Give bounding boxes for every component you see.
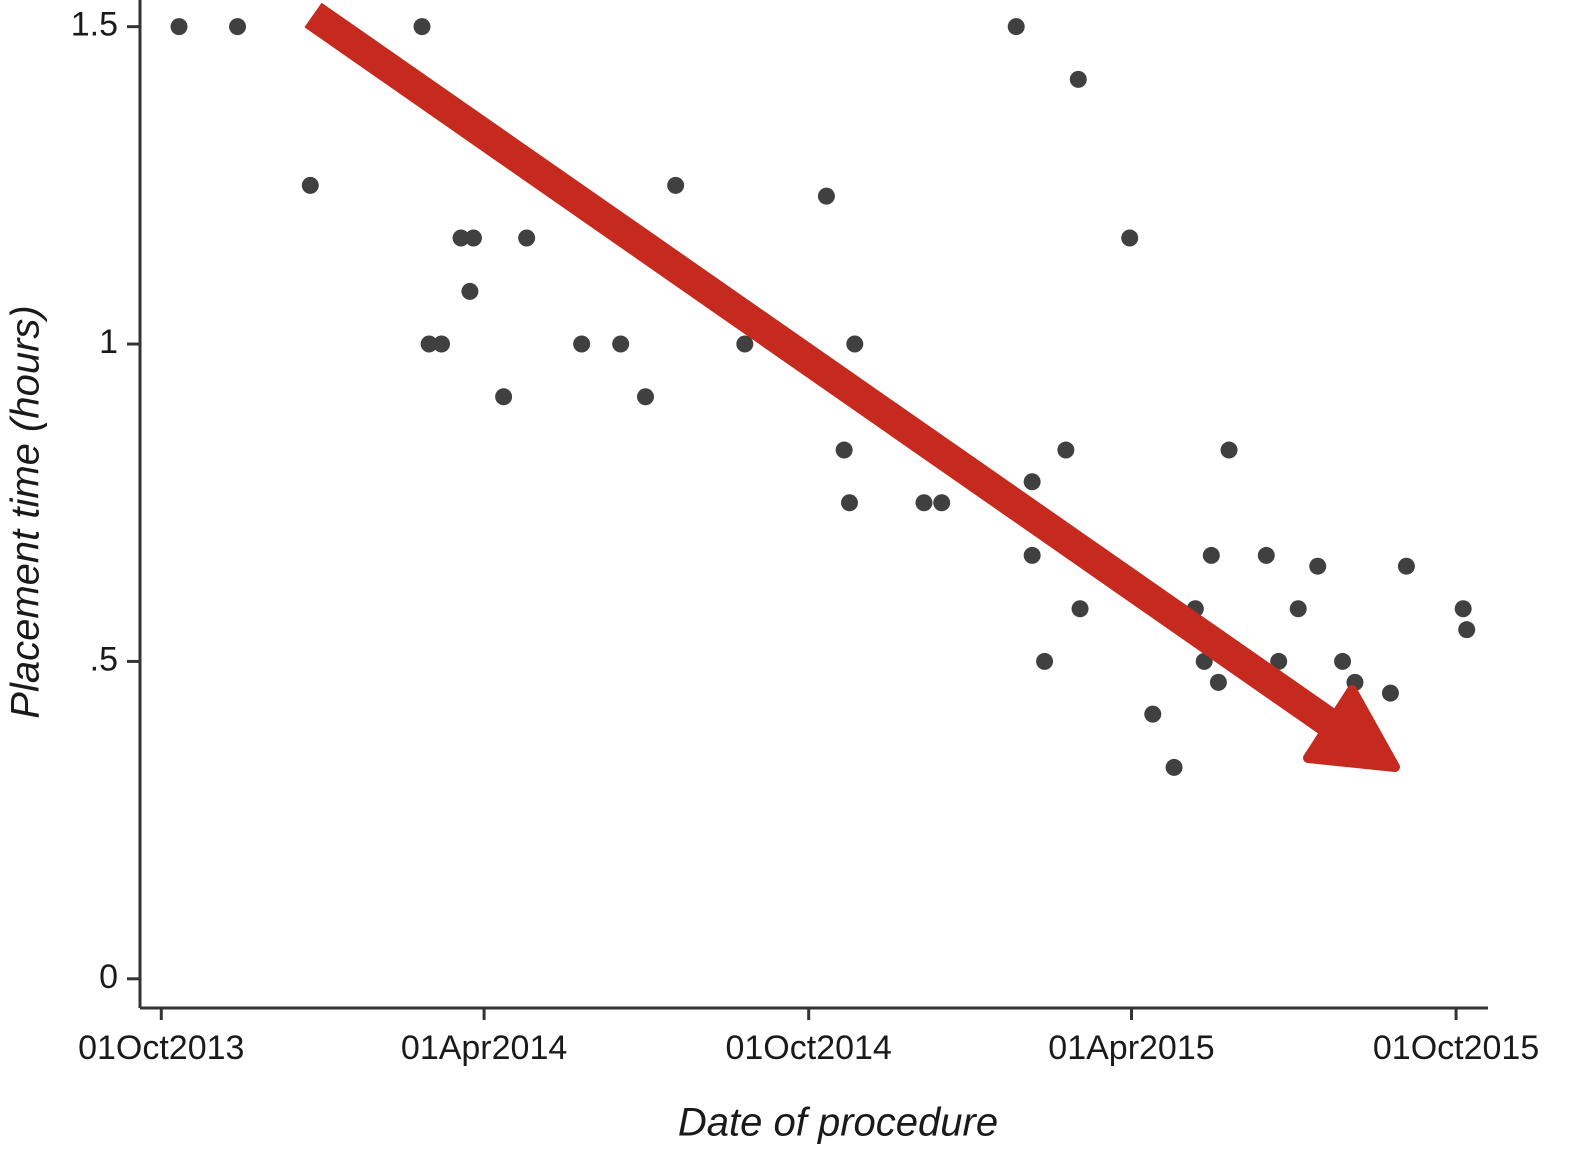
data-point [846, 335, 864, 353]
data-point [1270, 652, 1288, 670]
data-point [433, 335, 451, 353]
data-point [464, 229, 482, 247]
data-point [229, 18, 247, 36]
y-tick-label: 1 [99, 323, 118, 361]
data-point [1023, 546, 1041, 564]
data-point [736, 335, 754, 353]
data-point [1007, 18, 1025, 36]
y-tick-label: 1.5 [71, 6, 118, 44]
data-point [1202, 546, 1220, 564]
data-point [1309, 557, 1327, 575]
y-tick-label: 0 [99, 958, 118, 996]
data-point [1454, 600, 1472, 618]
data-point [573, 335, 591, 353]
trend-arrow [304, 2, 1400, 772]
data-point [1023, 473, 1041, 491]
y-axis-title: Placement time (hours) [4, 305, 48, 718]
data-point [637, 388, 654, 406]
x-tick-label: 01Oct2013 [78, 1029, 244, 1067]
data-point [1458, 621, 1476, 639]
x-axis-title: Date of procedure [678, 1101, 998, 1145]
data-point [1071, 600, 1089, 618]
data-point [1257, 546, 1275, 564]
data-point [170, 18, 188, 36]
data-point [1121, 229, 1139, 247]
data-point [1036, 652, 1054, 670]
data-point [667, 176, 685, 194]
y-tick-label: .5 [90, 640, 118, 678]
data-point [1165, 758, 1183, 776]
plot-area [170, 18, 1476, 776]
x-tick-label: 01Apr2014 [401, 1029, 567, 1067]
data-point [840, 494, 858, 512]
data-point [1334, 652, 1352, 670]
data-point [1195, 652, 1213, 670]
data-point [1381, 684, 1399, 702]
data-point [835, 441, 853, 459]
data-point [1289, 600, 1307, 618]
x-tick-label: 01Oct2014 [725, 1029, 891, 1067]
data-point [413, 18, 431, 36]
arrow-head [1303, 685, 1400, 772]
data-point [495, 388, 513, 406]
data-point [1057, 441, 1075, 459]
data-point [1144, 705, 1162, 723]
data-point [420, 335, 438, 353]
data-point [301, 176, 319, 194]
arrow-shaft [304, 2, 1344, 740]
data-point [1069, 70, 1087, 88]
x-tick-label: 01Apr2015 [1048, 1029, 1214, 1067]
data-point [915, 494, 933, 512]
data-point [1220, 441, 1238, 459]
data-point [1397, 557, 1415, 575]
data-point [612, 335, 630, 353]
data-point [461, 282, 479, 300]
x-tick-label: 01Oct2015 [1373, 1029, 1539, 1067]
data-point [452, 229, 470, 247]
data-point [933, 494, 951, 512]
data-point [518, 229, 536, 247]
data-point [1209, 673, 1227, 691]
data-point [817, 187, 835, 205]
